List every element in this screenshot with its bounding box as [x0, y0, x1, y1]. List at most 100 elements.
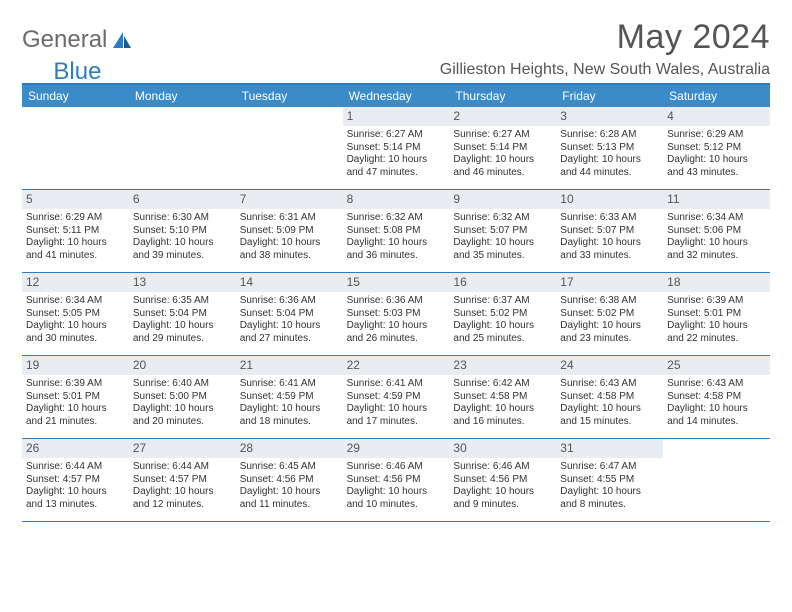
calendar-week: 1Sunrise: 6:27 AMSunset: 5:14 PMDaylight…	[22, 107, 770, 190]
brand-line2: General Blue	[22, 50, 101, 86]
day-number: 3	[556, 107, 663, 126]
sunset-line: Sunset: 5:06 PM	[667, 225, 766, 238]
sunrise-line: Sunrise: 6:28 AM	[560, 129, 659, 142]
sunset-line: Sunset: 5:05 PM	[26, 308, 125, 321]
calendar-day: 19Sunrise: 6:39 AMSunset: 5:01 PMDayligh…	[22, 356, 129, 438]
daylight-line: Daylight: 10 hours and 18 minutes.	[240, 403, 339, 428]
calendar-day: 13Sunrise: 6:35 AMSunset: 5:04 PMDayligh…	[129, 273, 236, 355]
calendar-day: 4Sunrise: 6:29 AMSunset: 5:12 PMDaylight…	[663, 107, 770, 189]
calendar: SundayMondayTuesdayWednesdayThursdayFrid…	[22, 85, 770, 522]
sunrise-line: Sunrise: 6:34 AM	[667, 212, 766, 225]
sunset-line: Sunset: 4:56 PM	[240, 474, 339, 487]
sunrise-line: Sunrise: 6:43 AM	[560, 378, 659, 391]
calendar-day: 25Sunrise: 6:43 AMSunset: 4:58 PMDayligh…	[663, 356, 770, 438]
sunrise-line: Sunrise: 6:32 AM	[453, 212, 552, 225]
sunset-line: Sunset: 5:14 PM	[347, 142, 446, 155]
sunset-line: Sunset: 5:03 PM	[347, 308, 446, 321]
sunset-line: Sunset: 5:08 PM	[347, 225, 446, 238]
day-number: 22	[343, 356, 450, 375]
calendar-empty	[129, 107, 236, 189]
day-number: 27	[129, 439, 236, 458]
calendar-day: 31Sunrise: 6:47 AMSunset: 4:55 PMDayligh…	[556, 439, 663, 521]
day-number: 8	[343, 190, 450, 209]
daylight-line: Daylight: 10 hours and 27 minutes.	[240, 320, 339, 345]
daylight-line: Daylight: 10 hours and 20 minutes.	[133, 403, 232, 428]
daylight-line: Daylight: 10 hours and 10 minutes.	[347, 486, 446, 511]
page-header: General May 2024	[22, 18, 770, 57]
sunrise-line: Sunrise: 6:44 AM	[26, 461, 125, 474]
daylight-line: Daylight: 10 hours and 39 minutes.	[133, 237, 232, 262]
sunrise-line: Sunrise: 6:29 AM	[667, 129, 766, 142]
daylight-line: Daylight: 10 hours and 12 minutes.	[133, 486, 232, 511]
day-number: 17	[556, 273, 663, 292]
sunset-line: Sunset: 5:01 PM	[26, 391, 125, 404]
calendar-day: 30Sunrise: 6:46 AMSunset: 4:56 PMDayligh…	[449, 439, 556, 521]
sail-icon	[111, 30, 133, 50]
sunrise-line: Sunrise: 6:34 AM	[26, 295, 125, 308]
calendar-empty	[22, 107, 129, 189]
day-number: 29	[343, 439, 450, 458]
calendar-day: 21Sunrise: 6:41 AMSunset: 4:59 PMDayligh…	[236, 356, 343, 438]
daylight-line: Daylight: 10 hours and 46 minutes.	[453, 154, 552, 179]
calendar-day: 9Sunrise: 6:32 AMSunset: 5:07 PMDaylight…	[449, 190, 556, 272]
calendar-day: 2Sunrise: 6:27 AMSunset: 5:14 PMDaylight…	[449, 107, 556, 189]
daylight-line: Daylight: 10 hours and 21 minutes.	[26, 403, 125, 428]
daylight-line: Daylight: 10 hours and 17 minutes.	[347, 403, 446, 428]
sunset-line: Sunset: 5:04 PM	[240, 308, 339, 321]
day-number: 10	[556, 190, 663, 209]
sunrise-line: Sunrise: 6:27 AM	[453, 129, 552, 142]
sunset-line: Sunset: 4:58 PM	[560, 391, 659, 404]
sunset-line: Sunset: 4:59 PM	[240, 391, 339, 404]
title-block: May 2024	[617, 18, 770, 57]
daylight-line: Daylight: 10 hours and 8 minutes.	[560, 486, 659, 511]
day-number: 12	[22, 273, 129, 292]
sunrise-line: Sunrise: 6:44 AM	[133, 461, 232, 474]
day-number: 14	[236, 273, 343, 292]
calendar-day: 7Sunrise: 6:31 AMSunset: 5:09 PMDaylight…	[236, 190, 343, 272]
daylight-line: Daylight: 10 hours and 36 minutes.	[347, 237, 446, 262]
calendar-day: 23Sunrise: 6:42 AMSunset: 4:58 PMDayligh…	[449, 356, 556, 438]
daylight-line: Daylight: 10 hours and 44 minutes.	[560, 154, 659, 179]
daylight-line: Daylight: 10 hours and 25 minutes.	[453, 320, 552, 345]
day-number: 28	[236, 439, 343, 458]
calendar-week: 12 Sunrise: 6:34 AMSunset: 5:05 PM Dayligh…	[22, 273, 770, 356]
calendar-day: 15Sunrise: 6:36 AMSunset: 5:03 PMDayligh…	[343, 273, 450, 355]
day-number: 5	[22, 190, 129, 209]
sunrise-line: Sunrise: 6:41 AM	[347, 378, 446, 391]
calendar-day: 18Sunrise: 6:39 AMSunset: 5:01 PMDayligh…	[663, 273, 770, 355]
daylight-line: Daylight: 10 hours and 11 minutes.	[240, 486, 339, 511]
weekday-label: Saturday	[663, 85, 770, 107]
calendar-day: 16 Sunrise: 6:37 AMSunset: 5:02 PMDayligh…	[449, 273, 556, 355]
sunrise-line: Sunrise: 6:38 AM	[560, 295, 659, 308]
calendar-day: 24Sunrise: 6:43 AMSunset: 4:58 PMDayligh…	[556, 356, 663, 438]
day-number: 24	[556, 356, 663, 375]
sunset-line: Sunset: 4:59 PM	[347, 391, 446, 404]
day-number: 26	[22, 439, 129, 458]
calendar-day: 3Sunrise: 6:28 AMSunset: 5:13 PMDaylight…	[556, 107, 663, 189]
sunset-line: Sunset: 5:09 PM	[240, 225, 339, 238]
daylight-line: Daylight: 10 hours and 9 minutes.	[453, 486, 552, 511]
calendar-day: 5Sunrise: 6:29 AMSunset: 5:11 PMDaylight…	[22, 190, 129, 272]
calendar-week: 26Sunrise: 6:44 AMSunset: 4:57 PMDayligh…	[22, 439, 770, 522]
sunset-line: Sunset: 4:58 PM	[453, 391, 552, 404]
day-number: 9	[449, 190, 556, 209]
calendar-day: 29Sunrise: 6:46 AMSunset: 4:56 PMDayligh…	[343, 439, 450, 521]
sunrise-line: Sunrise: 6:37 AM	[453, 295, 552, 308]
day-number: 4	[663, 107, 770, 126]
calendar-week: 5Sunrise: 6:29 AMSunset: 5:11 PMDaylight…	[22, 190, 770, 273]
daylight-line: Daylight: 10 hours and 41 minutes.	[26, 237, 125, 262]
sunrise-line: Sunrise: 6:47 AM	[560, 461, 659, 474]
day-number: 25	[663, 356, 770, 375]
sunrise-line: Sunrise: 6:35 AM	[133, 295, 232, 308]
calendar-day: 14Sunrise: 6:36 AMSunset: 5:04 PMDayligh…	[236, 273, 343, 355]
calendar-day: 28Sunrise: 6:45 AMSunset: 4:56 PMDayligh…	[236, 439, 343, 521]
sunrise-line: Sunrise: 6:43 AM	[667, 378, 766, 391]
sunset-line: Sunset: 5:11 PM	[26, 225, 125, 238]
day-number: 16	[449, 273, 556, 292]
sunset-line: Sunset: 5:10 PM	[133, 225, 232, 238]
brand-logo: General	[22, 18, 135, 54]
weekday-label: Monday	[129, 85, 236, 107]
sunset-line: Sunset: 5:02 PM	[453, 308, 552, 321]
daylight-line: Daylight: 10 hours and 23 minutes.	[560, 320, 659, 345]
daylight-line: Daylight: 10 hours and 29 minutes.	[133, 320, 232, 345]
